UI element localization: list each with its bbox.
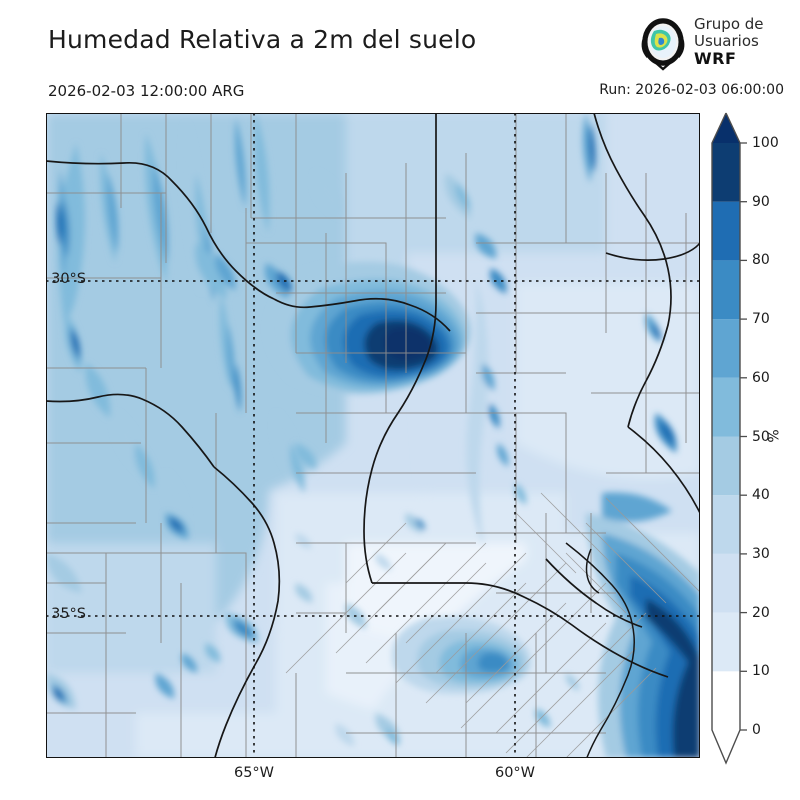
colorbar-unit-label: % [766, 429, 783, 443]
wrf-globe-seal-icon [641, 18, 685, 71]
logo-line-1: Grupo de [694, 15, 764, 33]
colorbar-tick-0: 0 [752, 722, 761, 738]
colorbar[interactable]: 100 90 80 70 60 50 40 30 20 10 0 [700, 105, 800, 785]
valid-time-label: 2026-02-03 12:00:00 ARG [48, 82, 245, 100]
wrf-user-group-logo: Grupo de Usuarios WRF [636, 16, 796, 74]
lon-tick-60W: 60°W [494, 765, 536, 781]
page-title: Humedad Relativa a 2m del suelo [48, 25, 477, 54]
lat-tick-35S: 35°S [51, 606, 86, 622]
colorbar-tick-100: 100 [752, 135, 779, 151]
logo-line-3: WRF [694, 49, 737, 68]
humidity-map[interactable] [46, 113, 700, 758]
lon-tick-65W: 65°W [233, 765, 275, 781]
logo-line-2: Usuarios [694, 32, 759, 50]
colorbar-tick-60: 60 [752, 369, 770, 386]
colorbar-tick-50: 50 [752, 428, 770, 445]
colorbar-tick-20: 20 [752, 604, 770, 621]
colorbar-tick-30: 30 [752, 545, 770, 562]
colorbar-tick-40: 40 [752, 487, 770, 504]
colorbar-tick-70: 70 [752, 311, 770, 328]
colorbar-tick-80: 80 [752, 252, 770, 269]
colorbar-tick-90: 90 [752, 193, 770, 210]
run-time-label: Run: 2026-02-03 06:00:00 [599, 82, 784, 98]
lat-tick-30S: 30°S [51, 271, 86, 287]
colorbar-tick-10: 10 [752, 663, 770, 680]
